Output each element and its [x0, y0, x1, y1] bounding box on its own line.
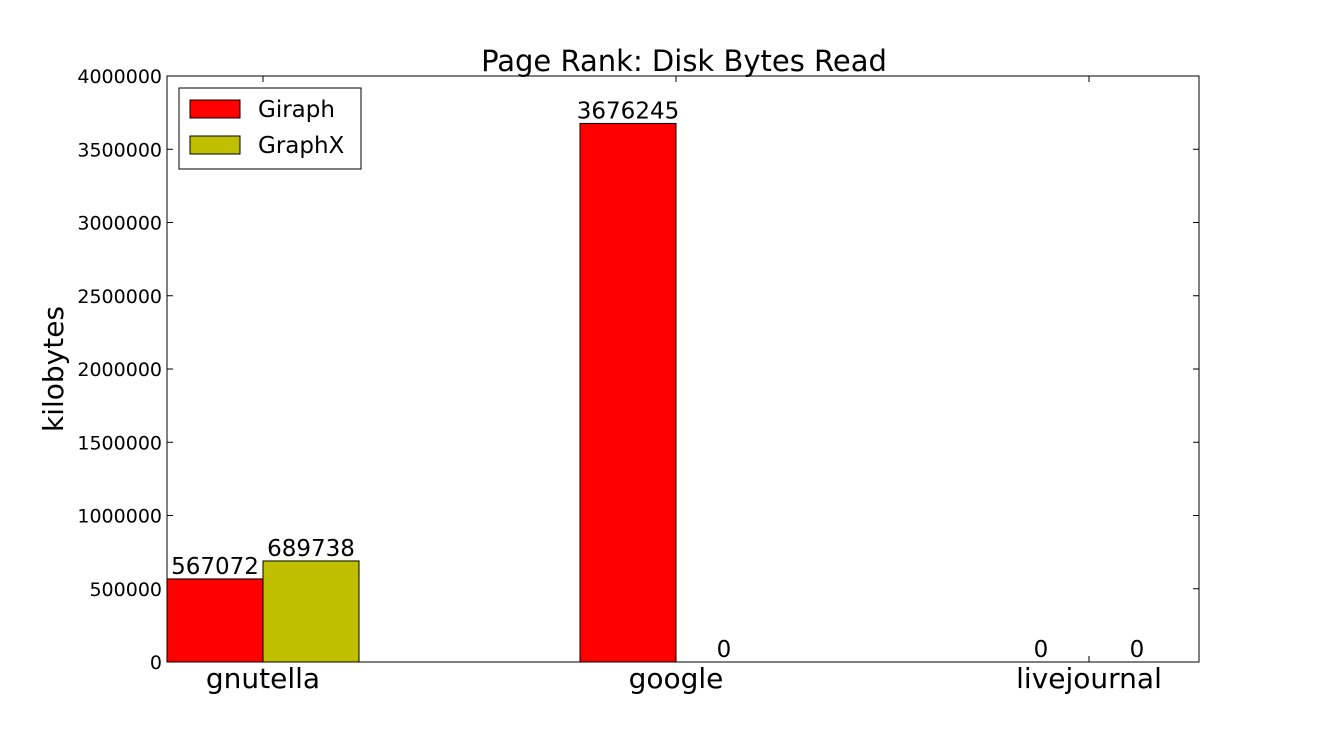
y-tick-label: 4000000 [77, 66, 162, 88]
bar-giraph-google [579, 122, 677, 663]
bar-value-label: 689738 [267, 536, 355, 562]
x-tick-label: google [629, 662, 724, 695]
legend-swatch-giraph [189, 99, 241, 119]
x-tick-label: gnutella [206, 662, 320, 695]
legend: Giraph GraphX [178, 87, 362, 170]
bar-value-label: 0 [1130, 637, 1145, 663]
y-tick-label: 1500000 [77, 432, 162, 454]
bar-labels: 567072 3676245 0 689738 0 0 [171, 98, 1144, 663]
plot-frame [166, 75, 1200, 663]
y-tick-label: 1000000 [77, 506, 162, 528]
y-axis-label: kilobytes [37, 306, 70, 432]
chart-title: Page Rank: Disk Bytes Read [481, 44, 887, 78]
y-tick-label: 2500000 [77, 286, 162, 308]
legend-label: Giraph [258, 97, 335, 123]
y-tick-label: 3000000 [77, 213, 162, 235]
x-axis-ticks: gnutella google livejournal [206, 76, 1162, 695]
y-tick-label: 0 [150, 652, 162, 674]
bar-value-label: 567072 [171, 554, 259, 580]
y-tick-label: 500000 [89, 579, 162, 601]
bar-value-label: 3676245 [577, 98, 679, 124]
bar-giraph-gnutella [166, 578, 264, 663]
legend-swatch-graphx [189, 135, 241, 155]
bar-graphx-gnutella [262, 560, 360, 663]
y-axis-ticks: 0 500000 1000000 1500000 2000000 2500000 30000… [77, 66, 1199, 674]
x-tick-label: livejournal [1016, 662, 1162, 695]
bar-value-label: 0 [1034, 637, 1049, 663]
legend-label: GraphX [258, 133, 345, 159]
bar-value-label: 0 [717, 637, 732, 663]
y-tick-label: 2000000 [77, 359, 162, 381]
bars [166, 122, 677, 663]
y-tick-label: 3500000 [77, 139, 162, 161]
